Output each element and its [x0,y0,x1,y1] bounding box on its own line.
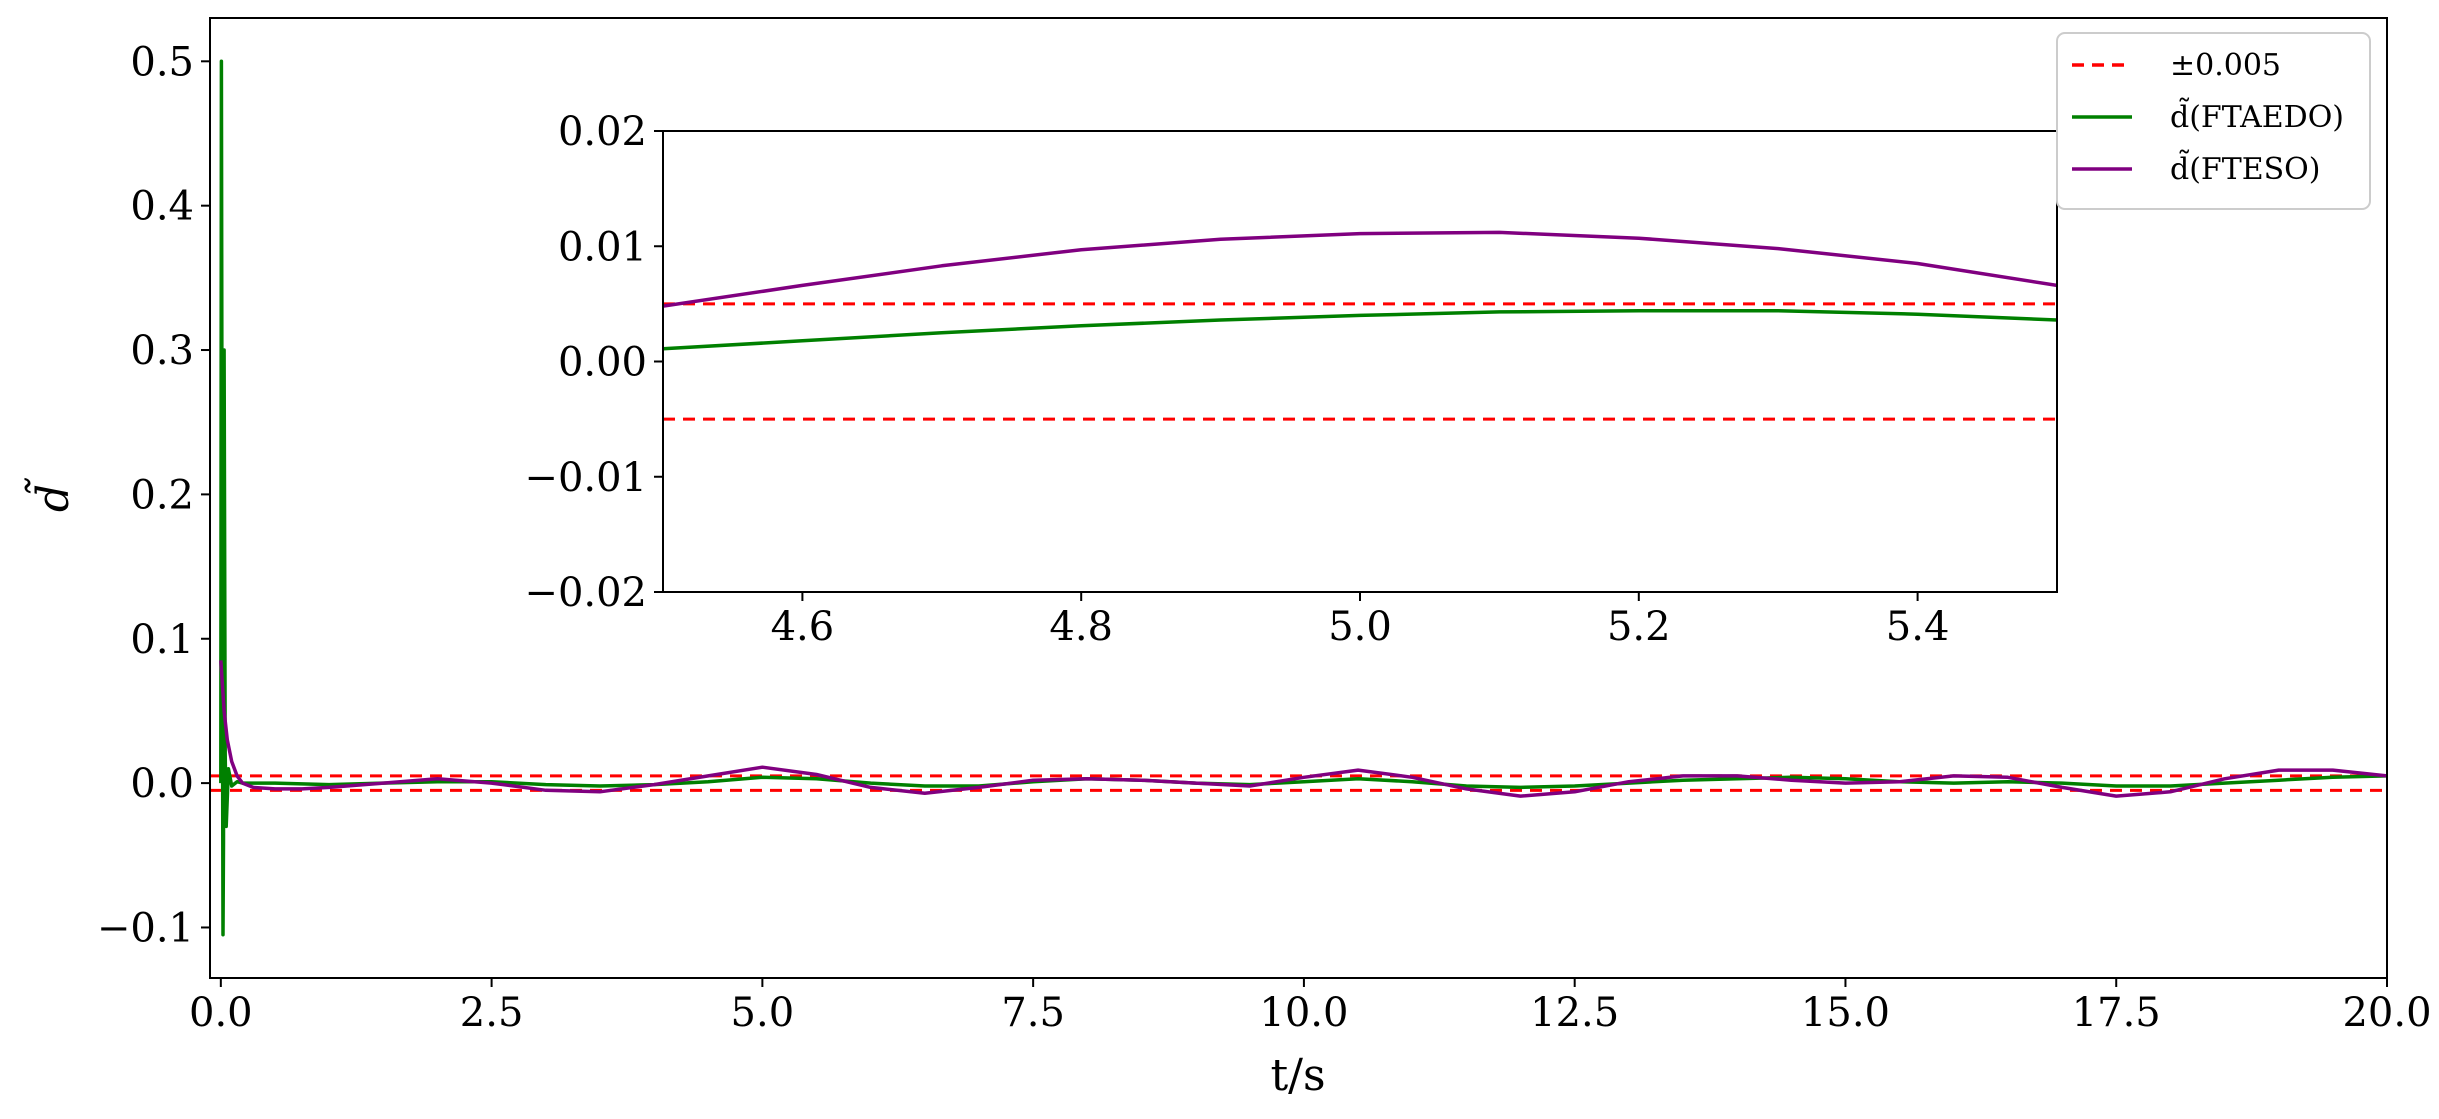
main-y-tick-label: 0.1 [130,617,194,663]
legend-frame [2056,32,2371,210]
inset-y-tick-label: −0.01 [524,455,647,501]
main-y-tick-label: 0.2 [130,472,194,518]
inset-y-tick-label: 0.00 [558,340,647,386]
main-x-tick-label: 20.0 [2342,990,2431,1036]
main-y-axis-ticks: −0.1 0.0 0.1 0.2 0.3 0.4 0.5 [97,39,210,951]
main-series-line-fteso [219,660,2387,798]
main-plot-frame [209,17,2388,979]
inset-x-tick-label: 5.2 [1607,604,1671,650]
main-x-tick-label: 2.5 [460,990,524,1036]
legend-label-ftaedo: d̃(FTAEDO) [2170,97,2344,135]
main-series-group [210,59,2387,937]
inset-x-tick-label: 4.8 [1049,604,1113,650]
main-x-tick-label: 17.5 [2072,990,2161,1036]
inset-series-line-ftaedo [663,309,2057,351]
inset-plot: 4.6 4.8 5.0 5.2 5.4 −0.02 −0.01 0.00 0.01 0.02 [524,109,2058,650]
main-x-tick-label: 10.0 [1259,990,1348,1036]
main-x-tick-label: 0.0 [189,990,253,1036]
y-axis-label: d̃ [23,478,79,512]
main-y-tick-label: −0.1 [97,905,194,951]
main-x-tick-label: 12.5 [1530,990,1619,1036]
legend-label-bounds: ±0.005 [2170,48,2281,83]
legend-label-fteso: d̃(FTESO) [2170,149,2320,187]
inset-plot-background [663,131,2057,592]
main-x-axis-ticks: 0.0 2.5 5.0 7.5 10.0 12.5 15.0 17.5 20.0 [189,978,2432,1036]
inset-x-tick-label: 4.6 [771,604,835,650]
inset-series-line-fteso [663,230,2057,308]
inset-series-group [663,230,2057,421]
legend: ±0.005 d̃(FTAEDO) d̃(FTESO) [2056,32,2371,210]
main-x-tick-label: 5.0 [731,990,795,1036]
legend-entries: ±0.005 d̃(FTAEDO) d̃(FTESO) [2072,48,2344,187]
inset-y-axis-ticks: −0.02 −0.01 0.00 0.01 0.02 [524,109,663,616]
x-axis-label: t/s [1270,1050,1325,1101]
main-x-tick-label: 15.0 [1801,990,1890,1036]
inset-x-tick-label: 5.0 [1328,604,1392,650]
inset-x-axis-ticks: 4.6 4.8 5.0 5.2 5.4 [771,592,1950,650]
inset-y-tick-label: 0.02 [558,109,647,155]
inset-x-tick-label: 5.4 [1886,604,1950,650]
inset-y-tick-label: 0.01 [558,224,647,270]
inset-y-tick-label: −0.02 [524,570,647,616]
main-y-tick-label: 0.4 [130,184,194,230]
main-y-tick-label: 0.5 [130,39,194,85]
main-y-tick-label: 0.0 [130,761,194,807]
main-y-tick-label: 0.3 [130,328,194,374]
main-x-tick-label: 7.5 [1001,990,1065,1036]
